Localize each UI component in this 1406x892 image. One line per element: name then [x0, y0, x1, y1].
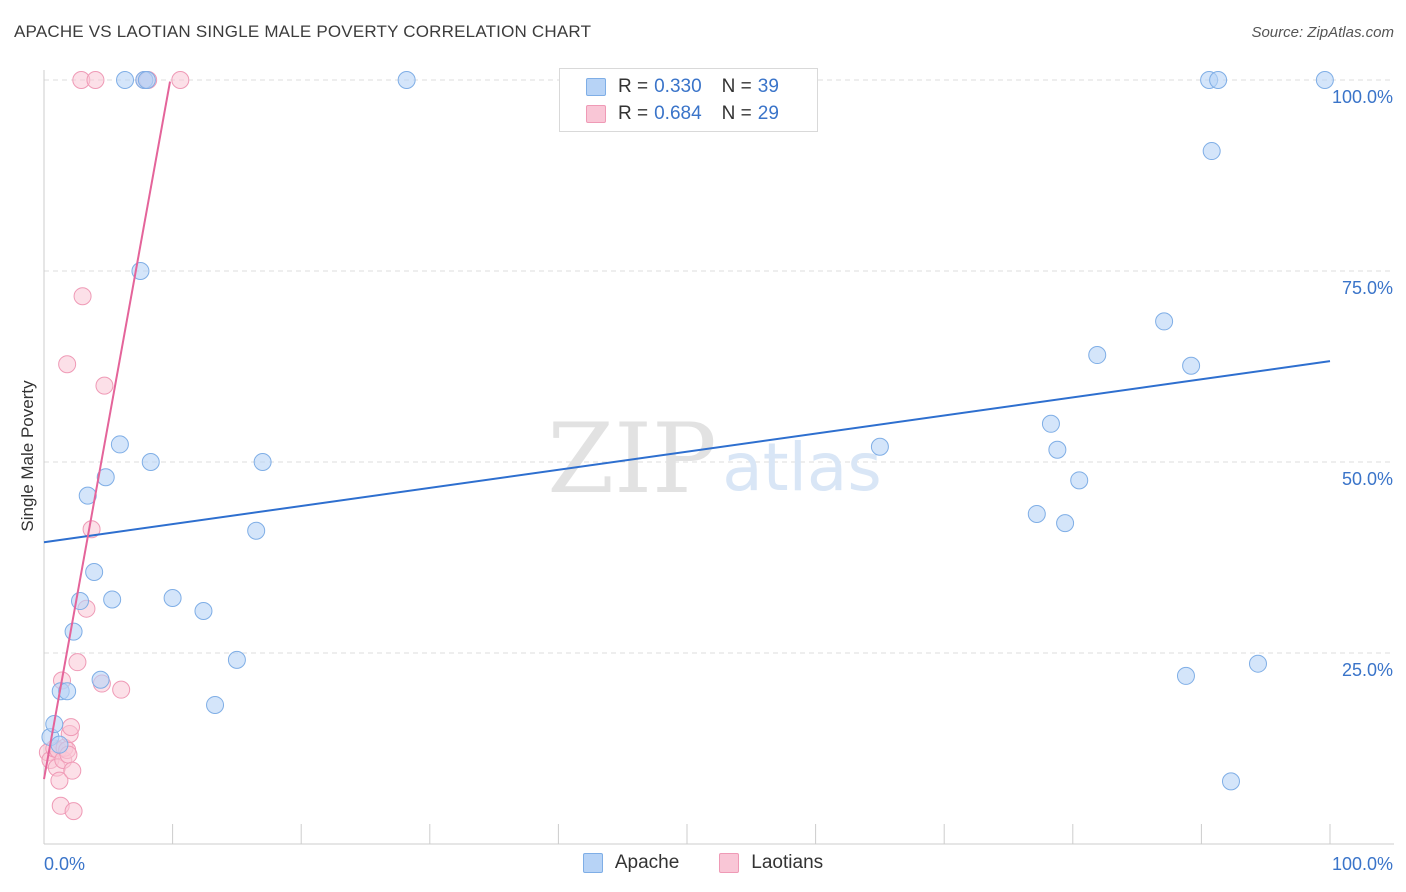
n-value: 29: [757, 103, 779, 124]
apache-point: [1056, 514, 1075, 533]
apache-point: [1155, 312, 1174, 331]
apache-point: [1182, 356, 1201, 375]
apache-point: [1070, 471, 1089, 490]
apache-point: [163, 588, 182, 607]
apache-point: [58, 682, 77, 701]
r-label: R =: [618, 76, 649, 97]
laotians-point: [73, 287, 92, 306]
apache-point: [50, 735, 69, 754]
tick-labels: 25.0% 50.0% 75.0% 100.0% 0.0% 100.0%: [44, 87, 1393, 874]
laotians-point: [62, 718, 81, 737]
apache-point: [227, 650, 246, 669]
r-label: R =: [618, 103, 649, 124]
axes: [43, 70, 1394, 845]
y-tick-label: 100.0%: [1332, 87, 1393, 107]
laotians-point: [112, 680, 131, 699]
y-tick-label: 50.0%: [1342, 469, 1393, 489]
laotians-point: [50, 771, 69, 790]
apache-point: [96, 468, 115, 487]
apache-point: [397, 71, 416, 89]
apache-point: [1088, 346, 1107, 365]
x-tick-label: 0.0%: [44, 854, 85, 874]
apache-point: [71, 592, 90, 611]
apache-point: [870, 437, 889, 456]
legend-label-apache: Apache: [614, 852, 680, 873]
laotians-point: [58, 355, 77, 374]
y-tick-label: 25.0%: [1342, 660, 1393, 680]
apache-point: [1248, 654, 1267, 673]
laotians-point: [64, 802, 83, 821]
apache-point: [64, 622, 83, 641]
laotians-swatch: [719, 853, 740, 873]
stats-legend: R = 0.330 N = 39 R = 0.684 N = 29: [559, 68, 818, 132]
r-value: 0.684: [654, 103, 702, 124]
apache-point: [1221, 772, 1240, 791]
apache-point: [91, 670, 110, 689]
apache-point: [1041, 414, 1060, 433]
legend-item-apache[interactable]: Apache: [582, 852, 680, 874]
n-value: 39: [757, 76, 779, 97]
apache-point: [1027, 504, 1046, 523]
apache-point: [116, 71, 135, 89]
apache-point: [1202, 142, 1221, 161]
apache-point: [141, 453, 160, 471]
legend-item-laotians[interactable]: Laotians: [719, 852, 823, 874]
apache-point: [253, 453, 272, 471]
laotians-point: [171, 71, 190, 89]
apache-point: [247, 521, 266, 540]
apache-point: [194, 601, 213, 620]
laotians-point: [68, 653, 87, 672]
source-label: Source: ZipAtlas.com: [1251, 24, 1394, 41]
apache-swatch: [586, 78, 606, 96]
apache-point: [137, 71, 156, 89]
apache-point: [1209, 71, 1228, 89]
apache-point: [85, 563, 104, 582]
r-value: 0.330: [654, 76, 702, 97]
stats-row-apache: R = 0.330 N = 39: [586, 75, 779, 99]
n-label: N =: [721, 76, 752, 97]
laotians-point: [95, 376, 114, 395]
y-tick-label: 75.0%: [1342, 278, 1393, 298]
series-legend: Apache Laotians: [0, 852, 1406, 874]
apache-point: [110, 435, 129, 454]
chart-title: APACHE VS LAOTIAN SINGLE MALE POVERTY CO…: [14, 22, 592, 41]
apache-point: [206, 695, 225, 714]
laotians-point: [63, 761, 82, 780]
x-tick-label: 100.0%: [1332, 854, 1393, 874]
apache-point: [1176, 666, 1195, 685]
watermark-atlas: atlas: [722, 429, 882, 506]
stats-row-laotians: R = 0.684 N = 29: [586, 102, 779, 126]
laotians-point: [86, 71, 105, 89]
legend-label-laotians: Laotians: [751, 852, 824, 873]
apache-trend-line: [43, 360, 1331, 544]
n-label: N =: [721, 103, 752, 124]
apache-swatch: [582, 853, 603, 873]
apache-point: [103, 590, 122, 609]
apache-point: [1048, 440, 1067, 459]
laotians-trend-line: [43, 81, 172, 780]
apache-point: [1315, 71, 1334, 89]
laotians-swatch: [586, 105, 606, 123]
trend-lines: [43, 81, 1331, 780]
